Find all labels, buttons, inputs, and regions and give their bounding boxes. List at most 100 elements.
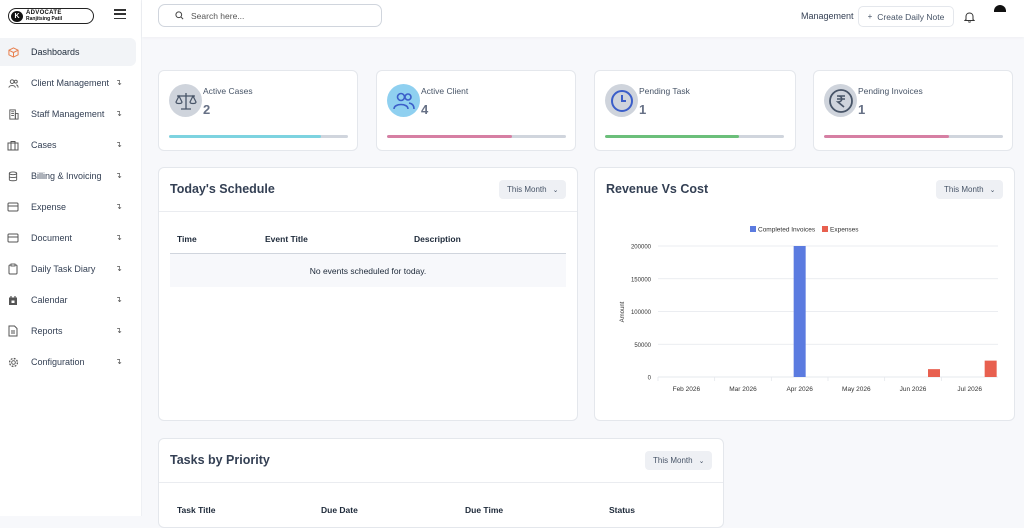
column-header: Time xyxy=(177,234,197,244)
y-tick-label: 100000 xyxy=(631,310,652,316)
sidebar-item-client-management[interactable]: Client Management ↴ xyxy=(0,69,136,97)
sidebar-item-dashboards[interactable]: Dashboards xyxy=(0,38,136,66)
stat-value: 2 xyxy=(203,102,211,117)
credit-card-icon xyxy=(7,201,19,213)
sidebar-item-label: Client Management xyxy=(31,78,110,88)
sidebar-item-configuration[interactable]: Configuration ↴ xyxy=(0,348,136,376)
y-axis-label: Amount xyxy=(620,301,626,322)
schedule-filter-dropdown[interactable]: This Month ⌄ xyxy=(499,180,567,199)
document-icon xyxy=(7,232,19,244)
submenu-arrow-icon: ↴ xyxy=(115,357,122,366)
legend-label: Completed Invoices xyxy=(758,227,816,234)
sidebar: K ADVOCATE Ranjitsing Patil Dashboards C… xyxy=(0,0,142,516)
revenue-filter-dropdown[interactable]: This Month ⌄ xyxy=(936,180,1004,199)
legend-label: Expenses xyxy=(830,227,859,234)
filter-label: This Month xyxy=(944,185,984,194)
submenu-arrow-icon: ↴ xyxy=(115,202,122,211)
search-input[interactable] xyxy=(191,10,371,21)
submenu-arrow-icon: ↴ xyxy=(115,140,122,149)
submenu-arrow-icon: ↴ xyxy=(115,295,122,304)
sidebar-item-expense[interactable]: Expense ↴ xyxy=(0,193,136,221)
logo-subtitle: Ranjitsing Patil xyxy=(26,16,63,22)
search-icon xyxy=(175,7,184,25)
column-header: Due Time xyxy=(465,505,504,515)
management-link[interactable]: Management xyxy=(801,11,854,21)
sidebar-item-label: Dashboards xyxy=(31,47,80,57)
submenu-arrow-icon: ↴ xyxy=(115,78,122,87)
clock-icon xyxy=(605,84,638,117)
sidebar-item-billing[interactable]: Billing & Invoicing ↴ xyxy=(0,162,136,190)
legend-swatch xyxy=(750,226,756,232)
users-icon xyxy=(7,77,19,89)
logo-mark: K xyxy=(11,10,23,22)
sidebar-item-daily-task-diary[interactable]: Daily Task Diary ↴ xyxy=(0,255,136,283)
stat-card-active-cases[interactable]: Active Cases 2 xyxy=(158,70,358,151)
sidebar-item-label: Reports xyxy=(31,326,63,336)
stat-value: 1 xyxy=(639,102,647,117)
chevron-down-icon: ⌄ xyxy=(698,457,705,465)
search-box[interactable] xyxy=(158,4,382,27)
bar-expenses xyxy=(928,369,940,377)
sidebar-item-label: Staff Management xyxy=(31,109,105,119)
database-icon xyxy=(7,170,19,182)
submenu-arrow-icon: ↴ xyxy=(115,109,122,118)
chevron-down-icon: ⌄ xyxy=(989,186,996,194)
sidebar-item-calendar[interactable]: Calendar ↴ xyxy=(0,286,136,314)
filter-label: This Month xyxy=(507,185,547,194)
revenue-chart: 0 50000 100000 150000 200000 Amount Feb 2026 Ma… xyxy=(620,226,998,393)
bar-expenses xyxy=(984,360,997,377)
create-daily-note-label: Create Daily Note xyxy=(877,11,945,22)
clipboard-icon xyxy=(7,263,19,275)
users-icon xyxy=(387,84,420,117)
x-tick-label: Jul 2026 xyxy=(957,386,982,393)
stat-progress-bar xyxy=(605,135,784,138)
stat-card-pending-invoices[interactable]: Pending Invoices 1 xyxy=(813,70,1013,151)
submenu-arrow-icon: ↴ xyxy=(115,326,122,335)
column-header: Due Date xyxy=(321,505,358,515)
table-header-divider xyxy=(170,253,566,254)
avatar[interactable] xyxy=(994,5,1006,12)
tasks-title: Tasks by Priority xyxy=(170,453,270,467)
stat-card-active-client[interactable]: Active Client 4 xyxy=(376,70,576,151)
sidebar-item-label: Configuration xyxy=(31,357,85,367)
chevron-down-icon: ⌄ xyxy=(552,186,559,194)
sidebar-item-reports[interactable]: Reports ↴ xyxy=(0,317,136,345)
stat-card-pending-task[interactable]: Pending Task 1 xyxy=(594,70,796,151)
sidebar-item-cases[interactable]: Cases ↴ xyxy=(0,131,136,159)
schedule-title: Today's Schedule xyxy=(170,182,275,196)
column-header: Task Title xyxy=(177,505,216,515)
sidebar-item-document[interactable]: Document ↴ xyxy=(0,224,136,252)
empty-state-message: No events scheduled for today. xyxy=(170,254,566,287)
building-icon xyxy=(7,108,19,120)
submenu-arrow-icon: ↴ xyxy=(115,171,122,180)
sidebar-item-label: Calendar xyxy=(31,295,68,305)
tasks-panel: Tasks by Priority This Month ⌄ Task Title… xyxy=(158,438,724,528)
x-tick-label: Mar 2026 xyxy=(729,386,757,393)
y-tick-label: 150000 xyxy=(631,277,652,283)
stat-label: Active Cases xyxy=(203,86,253,96)
bell-icon[interactable] xyxy=(963,10,976,23)
menu-toggle-icon[interactable] xyxy=(114,9,126,20)
revenue-title: Revenue Vs Cost xyxy=(606,182,709,196)
column-header: Status xyxy=(609,505,635,515)
column-header: Event Title xyxy=(265,234,308,244)
rupee-icon xyxy=(824,84,857,117)
logo[interactable]: K ADVOCATE Ranjitsing Patil xyxy=(0,0,141,32)
y-tick-label: 0 xyxy=(648,376,652,382)
gear-icon xyxy=(7,356,19,368)
bar-completed-invoices xyxy=(793,246,806,377)
stat-progress-bar xyxy=(169,135,348,138)
x-tick-label: May 2026 xyxy=(842,386,871,393)
stat-progress-bar xyxy=(387,135,566,138)
submenu-arrow-icon: ↴ xyxy=(115,233,122,242)
revenue-panel: Revenue Vs Cost This Month ⌄ 0 50000 100000… xyxy=(594,167,1015,421)
scales-icon xyxy=(169,84,202,117)
y-tick-label: 50000 xyxy=(634,343,651,349)
stat-label: Active Client xyxy=(421,86,469,96)
logo-badge: K ADVOCATE Ranjitsing Patil xyxy=(8,8,94,24)
plus-icon: + xyxy=(867,12,873,21)
tasks-filter-dropdown[interactable]: This Month ⌄ xyxy=(645,451,713,470)
legend-swatch xyxy=(822,226,828,232)
create-daily-note-button[interactable]: + Create Daily Note xyxy=(858,6,954,27)
sidebar-item-staff-management[interactable]: Staff Management ↴ xyxy=(0,100,136,128)
